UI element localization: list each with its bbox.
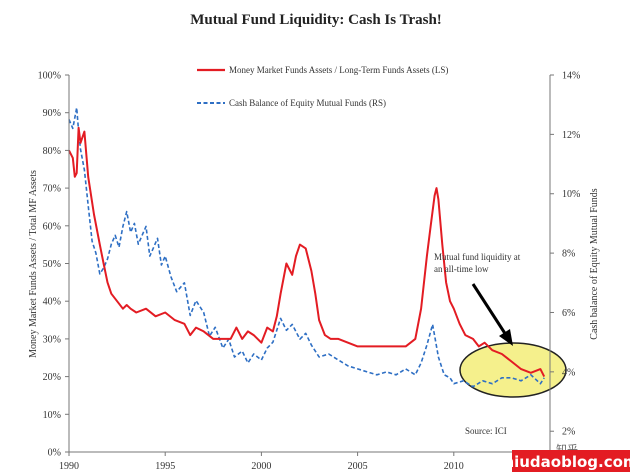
y-axis-title-right: Cash balance of Equity Mutual Funds <box>589 188 600 339</box>
x-tick-label: 2000 <box>251 461 271 472</box>
chart-title: Mutual Fund Liquidity: Cash Is Trash! <box>190 12 442 28</box>
annotation-line-2: an all-time low <box>434 264 489 274</box>
y-left-tick-label: 60% <box>43 221 61 232</box>
y-right-tick-label: 6% <box>562 308 575 319</box>
series-line-cash-balance <box>68 106 545 388</box>
watermark-background <box>512 450 630 472</box>
series-line-money-market <box>68 126 546 378</box>
legend-label-cash-balance: Cash Balance of Equity Mutual Funds (RS) <box>229 98 386 108</box>
highlight-ellipse <box>459 342 567 398</box>
x-tick-label: 1995 <box>155 461 175 472</box>
series-layer <box>68 106 546 388</box>
y-left-tick-label: 50% <box>43 259 61 270</box>
y-left-tick-label: 0% <box>48 448 61 459</box>
annotation-line-1: Mutual fund liquidity at <box>434 252 521 262</box>
x-tick-label: 2005 <box>348 461 368 472</box>
y-right-tick-label: 2% <box>562 427 575 438</box>
y-left-tick-label: 20% <box>43 372 61 383</box>
y-left-tick-label: 10% <box>43 410 61 421</box>
y-left-tick-label: 100% <box>38 71 61 82</box>
y-right-tick-label: 4% <box>562 367 575 378</box>
y-right-tick-label: 8% <box>562 249 575 260</box>
x-tick-label: 1990 <box>59 461 79 472</box>
x-tick-label: 2010 <box>444 461 464 472</box>
y-left-tick-label: 90% <box>43 108 61 119</box>
legend-label-money-market: Money Market Funds Assets / Long-Term Fu… <box>229 65 448 75</box>
watermark-text: niudaoblog.com <box>503 453 632 471</box>
y-left-tick-label: 30% <box>43 334 61 345</box>
annotation-arrow <box>471 283 513 346</box>
y-left-tick-label: 40% <box>43 297 61 308</box>
y-left-tick-label: 70% <box>43 184 61 195</box>
legend: Money Market Funds Assets / Long-Term Fu… <box>197 65 448 108</box>
axes-layer: 0% 10% 20% 30% 40% 50% 60% 70% 80% 90% 100% 2% 4% 6% 8… <box>38 71 581 473</box>
y-right-tick-label: 14% <box>562 71 580 82</box>
watermark: 知乎 niudaoblog.com <box>503 442 632 472</box>
source-note: Source: ICI <box>465 426 507 436</box>
y-right-tick-label: 10% <box>562 189 580 200</box>
y-axis-title-left: Money Market Funds Assets / Total MF Ass… <box>28 170 39 358</box>
y-right-tick-label: 12% <box>562 130 580 141</box>
y-left-tick-label: 80% <box>43 146 61 157</box>
